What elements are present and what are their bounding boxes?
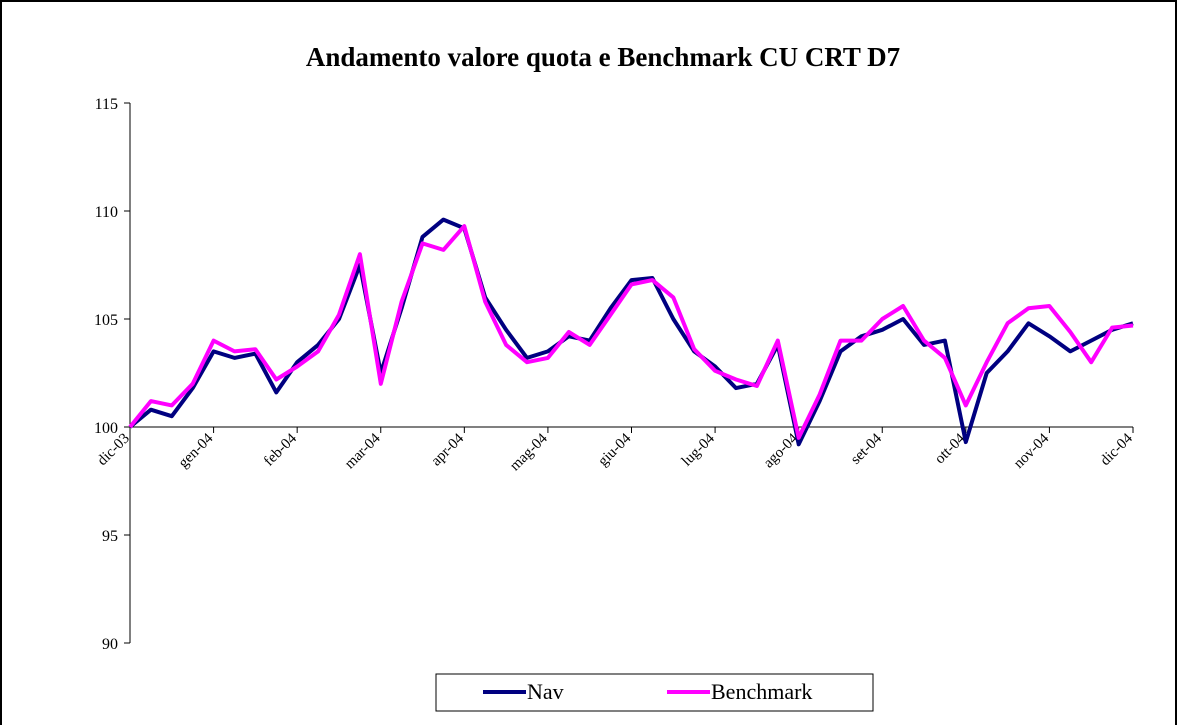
- x-tick-label: apr-04: [428, 430, 467, 469]
- x-tick-label: set-04: [848, 430, 886, 468]
- y-tick-label: 105: [94, 312, 118, 329]
- x-tick-label: dic-04: [1097, 430, 1136, 469]
- x-tick-label: mag-04: [507, 430, 551, 474]
- x-tick-label: nov-04: [1011, 430, 1053, 472]
- y-tick-label: 110: [95, 204, 118, 221]
- x-tick-label: mar-04: [342, 430, 384, 472]
- series-line: [128, 224, 1134, 440]
- y-tick-label: 115: [95, 96, 118, 113]
- x-tick-label: gen-04: [176, 430, 217, 471]
- legend-label: Nav: [527, 679, 564, 704]
- series-line: [128, 217, 1134, 447]
- y-tick-label: 95: [102, 528, 118, 545]
- y-tick-label: 90: [102, 636, 118, 653]
- y-tick-label: 100: [94, 420, 118, 437]
- x-tick-label: feb-04: [261, 430, 300, 469]
- legend-label: Benchmark: [711, 679, 812, 704]
- x-tick-label: lug-04: [679, 430, 718, 469]
- x-tick-label: giu-04: [595, 430, 634, 469]
- chart-title: Andamento valore quota e Benchmark CU CR…: [306, 42, 900, 72]
